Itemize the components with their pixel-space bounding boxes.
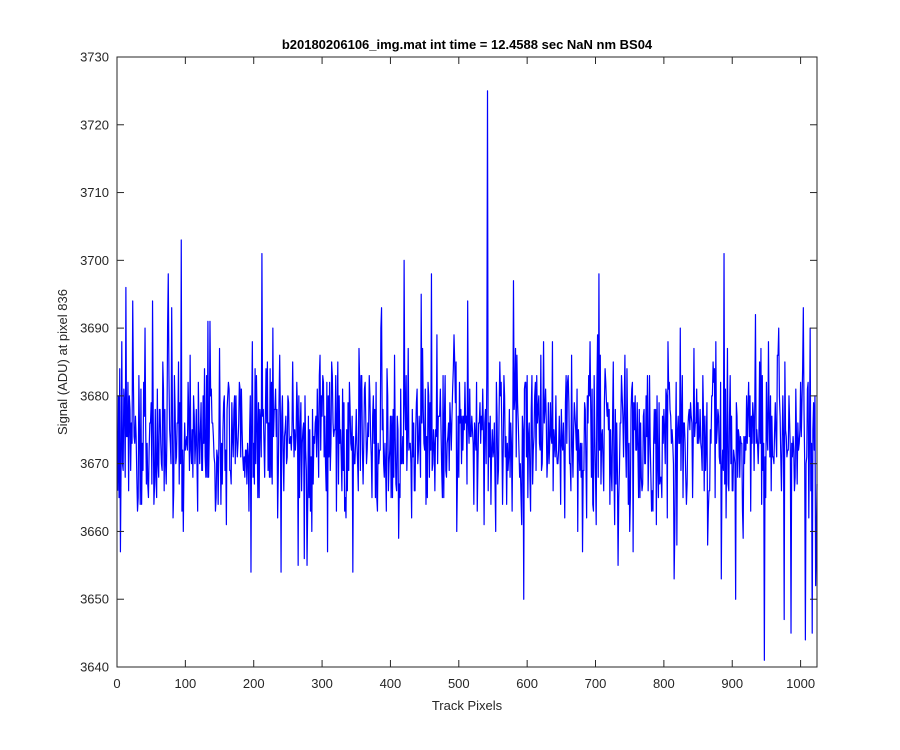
x-tick-label: 200 xyxy=(243,676,265,691)
x-tick-label: 800 xyxy=(653,676,675,691)
series-layer xyxy=(117,90,818,661)
y-tick-label: 3670 xyxy=(80,456,109,471)
y-tick-label: 3680 xyxy=(80,388,109,403)
x-axis-label: Track Pixels xyxy=(432,698,503,713)
x-tick-label: 300 xyxy=(311,676,333,691)
y-tick-label: 3710 xyxy=(80,185,109,200)
y-tick-label: 3650 xyxy=(80,592,109,607)
x-tick-label: 1000 xyxy=(786,676,815,691)
y-tick-label: 3700 xyxy=(80,253,109,268)
y-axis-label: Signal (ADU) at pixel 836 xyxy=(55,289,70,435)
x-tick-label: 0 xyxy=(113,676,120,691)
y-tick-label: 3730 xyxy=(80,50,109,65)
x-tick-label: 400 xyxy=(380,676,402,691)
x-tick-label: 900 xyxy=(721,676,743,691)
plot-frame xyxy=(116,56,818,668)
y-axis: 3640 3650 3660 3670 3680 3690 3700 3710 3720 3730 xyxy=(80,50,817,675)
chart-title: b20180206106_img.mat int time = 12.4588 … xyxy=(282,37,653,52)
x-tick-label: 700 xyxy=(585,676,607,691)
x-tick-label: 500 xyxy=(448,676,470,691)
y-tick-label: 3660 xyxy=(80,524,109,539)
x-tick-label: 600 xyxy=(516,676,538,691)
signal-series-line xyxy=(117,90,818,661)
y-tick-label: 3690 xyxy=(80,321,109,336)
x-tick-label: 100 xyxy=(175,676,197,691)
x-axis: 0 100 200 300 400 500 600 700 800 900 1000 xyxy=(113,57,815,691)
y-tick-label: 3640 xyxy=(80,660,109,675)
y-tick-label: 3720 xyxy=(80,117,109,132)
